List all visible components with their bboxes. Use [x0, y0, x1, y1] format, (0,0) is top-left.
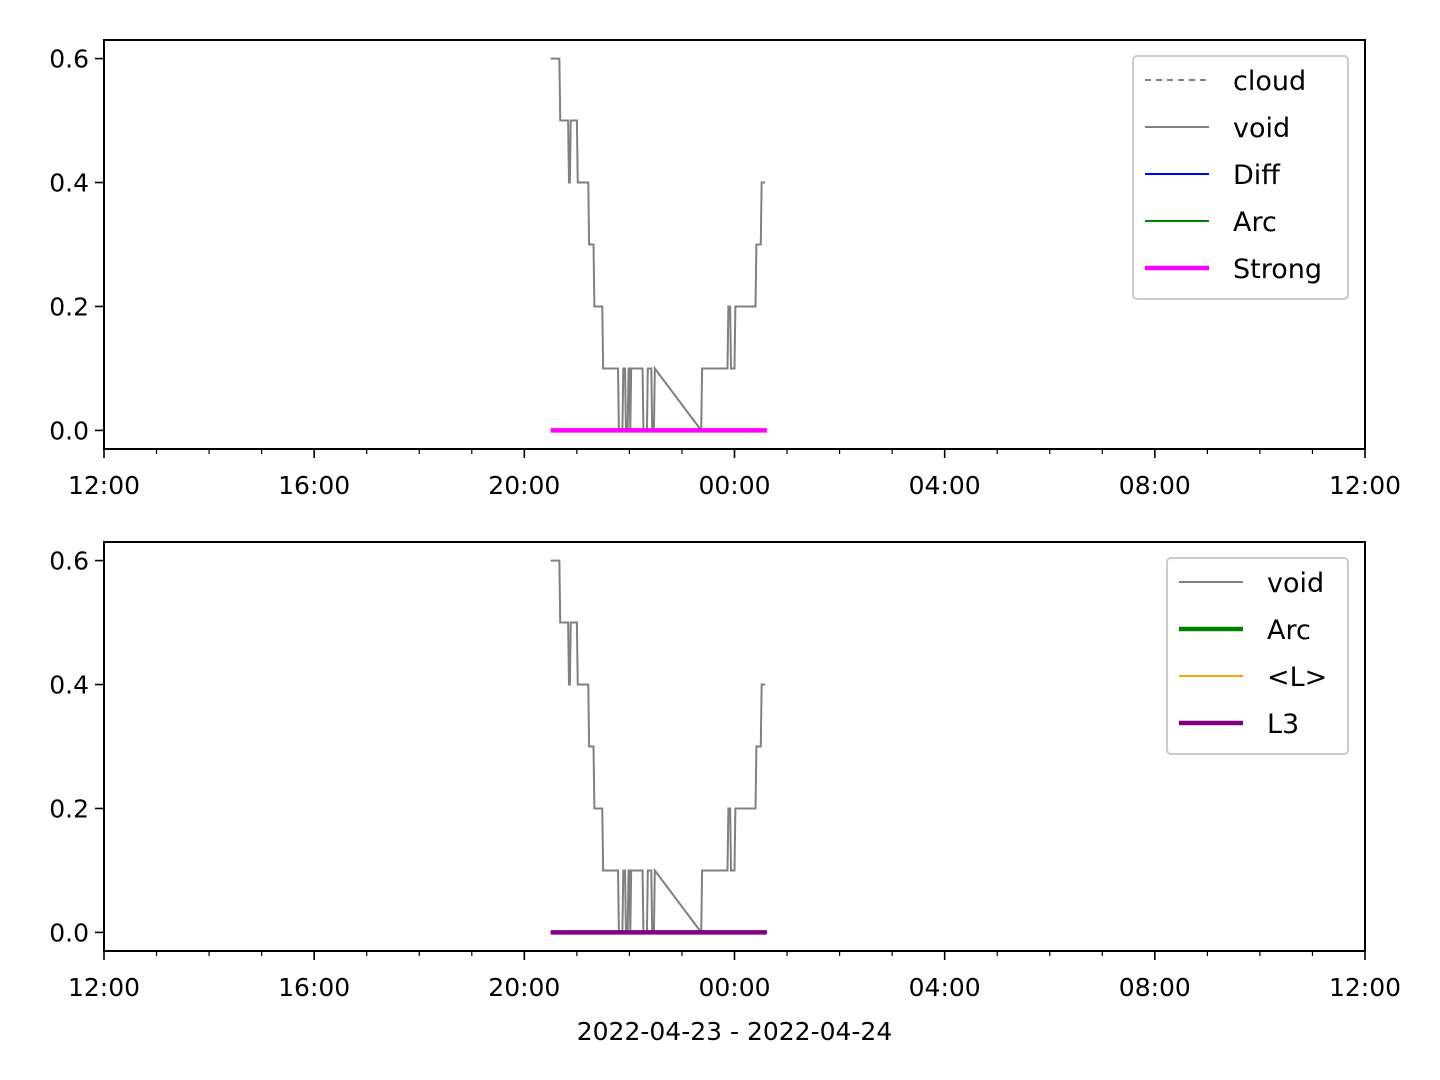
- legend-label: L3: [1267, 709, 1299, 740]
- legend-label: Strong: [1233, 254, 1322, 285]
- chart-panel-2: 0.0 0.2 0.4 0.6 12:00 16:00 20:00 00:00 04:00 08:…: [49, 541, 1401, 1046]
- legend-box: [1132, 55, 1349, 300]
- x-tick-label: 04:00: [909, 973, 981, 1002]
- x-tick-label: 08:00: [1119, 471, 1191, 500]
- x-tick-label: 16:00: [278, 973, 350, 1002]
- y-tick-label: 0.6: [49, 547, 89, 576]
- legend: void Arc <L> L3: [1166, 557, 1349, 755]
- y-tick-label: 0.0: [49, 918, 89, 947]
- y-tick-label: 0.2: [49, 794, 89, 823]
- x-tick-label: 20:00: [488, 471, 560, 500]
- x-tick-label: 16:00: [278, 471, 350, 500]
- legend-box: [1166, 557, 1349, 755]
- legend-label: void: [1267, 568, 1324, 599]
- x-tick-label: 20:00: [488, 973, 560, 1002]
- legend-label: Diff: [1233, 160, 1281, 191]
- legend-label: cloud: [1233, 66, 1306, 97]
- series-line-2-0: [550, 559, 766, 936]
- x-axis-label: 2022-04-23 - 2022-04-24: [577, 1017, 893, 1046]
- x-tick-label: 00:00: [698, 973, 770, 1002]
- x-tick-label: 12:00: [68, 471, 140, 500]
- legend-label: void: [1233, 113, 1290, 144]
- legend-label: Arc: [1233, 207, 1277, 238]
- y-tick-label: 0.4: [49, 671, 89, 700]
- x-tick-label: 12:00: [68, 973, 140, 1002]
- legend: cloud void Diff Arc Strong: [1132, 55, 1349, 300]
- x-tick-label: 04:00: [909, 471, 981, 500]
- series-line-1-1: [550, 57, 766, 434]
- legend-label: Arc: [1267, 615, 1311, 646]
- chart-panel-1: 0.0 0.2 0.4 0.6 12:00 16:00 20:00 00:00 04:00 08:…: [49, 39, 1401, 500]
- x-tick-label: 12:00: [1329, 973, 1401, 1002]
- x-tick-label: 12:00: [1329, 471, 1401, 500]
- legend-label: <L>: [1267, 662, 1327, 693]
- x-tick-label: 08:00: [1119, 973, 1191, 1002]
- y-tick-label: 0.4: [49, 169, 89, 198]
- y-tick-label: 0.0: [49, 416, 89, 445]
- y-tick-label: 0.6: [49, 45, 89, 74]
- y-tick-label: 0.2: [49, 292, 89, 321]
- x-tick-label: 00:00: [698, 471, 770, 500]
